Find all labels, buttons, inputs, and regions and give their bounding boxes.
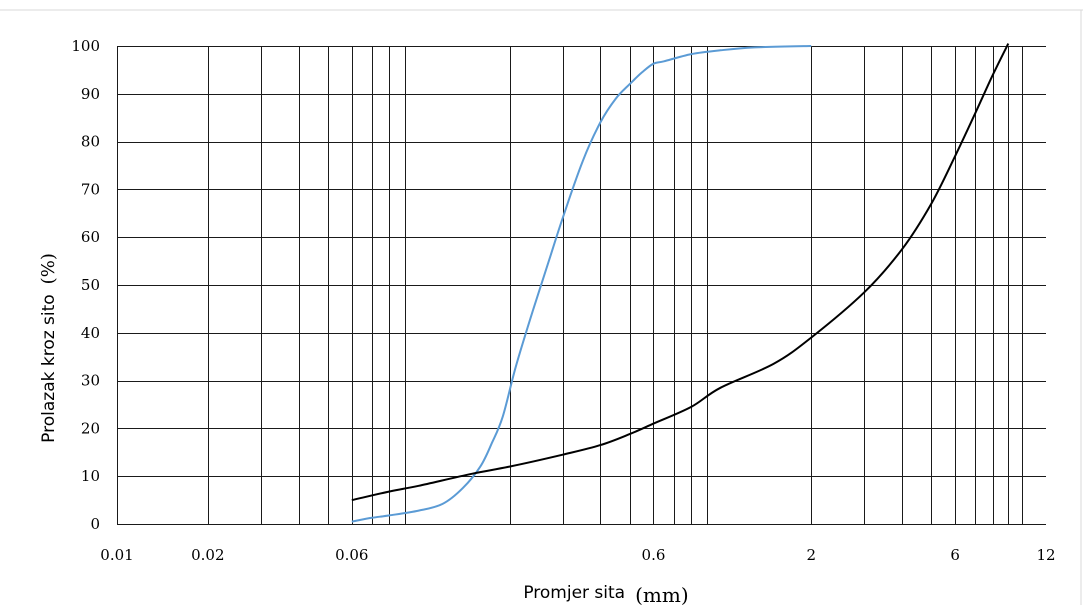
y-tick-labels: 0 10 20 30 40 50 60 70 80 90 100: [71, 37, 100, 533]
x-tick-label: 0.6: [642, 546, 666, 564]
y-tick-label: 70: [81, 180, 100, 198]
x-axis-label: Promjer sita (mm): [523, 583, 688, 605]
y-axis-label: Prolazak kroz sito (%): [38, 253, 59, 443]
y-axis-label-text: Prolazak kroz sito: [39, 294, 59, 443]
y-tick-label: 10: [81, 467, 100, 485]
x-tick-label: 2: [806, 546, 816, 564]
x-axis-label-unit: (mm): [635, 583, 689, 605]
x-tick-label: 0.02: [191, 546, 224, 564]
x-axis-label-text: Promjer sita: [523, 583, 625, 603]
series-line-2: [351, 43, 1010, 502]
series-line-1: [351, 45, 812, 523]
series-layer: [351, 43, 1010, 523]
y-tick-label: 60: [81, 228, 100, 246]
y-tick-label: 80: [81, 133, 100, 151]
x-tick-label: 12: [1036, 546, 1055, 564]
grid: [117, 46, 1046, 525]
y-tick-label: 40: [81, 324, 100, 342]
y-tick-label: 90: [81, 85, 100, 103]
y-tick-label: 0: [90, 515, 100, 533]
y-tick-label: 20: [81, 419, 100, 437]
y-tick-label: 50: [81, 276, 100, 294]
y-tick-label: 30: [81, 372, 100, 390]
x-tick-label: 6: [950, 546, 960, 564]
x-tick-label: 0.01: [100, 546, 133, 564]
y-tick-label: 100: [71, 37, 100, 55]
x-tick-label: 0.06: [335, 546, 368, 564]
x-tick-labels: 0.01 0.02 0.06 0.6 2 6 12: [100, 546, 1055, 564]
y-axis-label-unit: (%): [38, 253, 59, 284]
